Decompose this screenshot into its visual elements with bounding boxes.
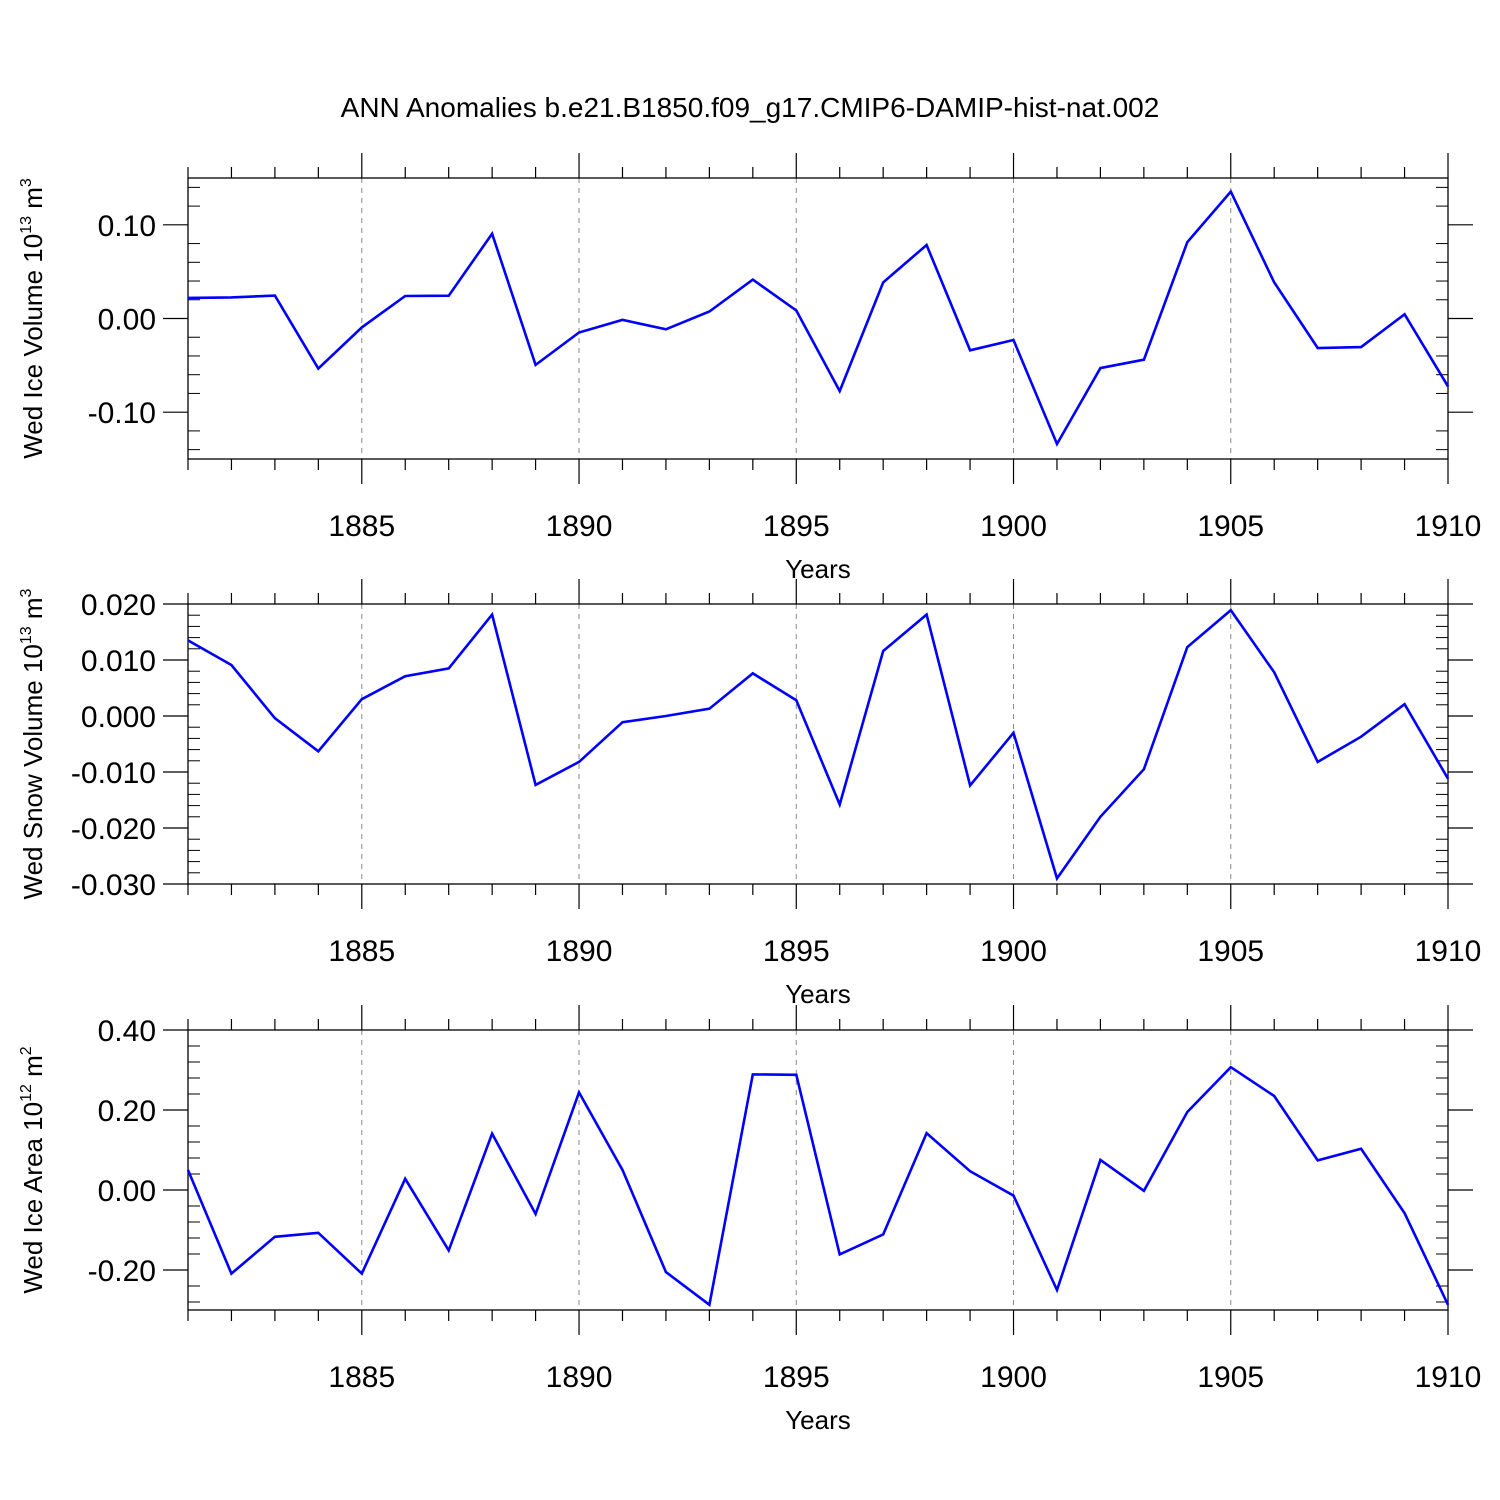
x-tick-label: 1910 [1415, 935, 1482, 968]
y-axis-label-main: Wed Ice Area 10 [18, 1102, 48, 1294]
y-axis-label-exponent: 13 [18, 626, 35, 644]
y-tick-label: -0.030 [71, 869, 156, 902]
y-tick-label: 0.000 [81, 701, 156, 734]
x-tick-label: 1895 [763, 1361, 830, 1394]
x-tick-label: 1910 [1415, 510, 1482, 543]
x-axis-label: Years [785, 554, 851, 584]
y-tick-label: 0.40 [98, 1015, 156, 1048]
y-tick-label: -0.10 [88, 397, 156, 430]
y-tick-label: 0.20 [98, 1095, 156, 1128]
series-line [186, 1065, 1450, 1308]
chart-panel-1: -0.10 0.00 0.10 1885 1890 1895 1900 1905 1910 Yea… [18, 153, 1481, 584]
x-tick-label: 1885 [328, 935, 395, 968]
y-axis-label-main: Wed Ice Volume 10 [18, 234, 48, 459]
y-axis-label-exponent: 12 [18, 1084, 35, 1102]
y-axis-label: Wed Ice Area 1012 m2 [18, 1046, 48, 1293]
y-tick-label: 0.10 [98, 210, 156, 243]
y-axis-label-exponent: 13 [18, 216, 35, 234]
chart-title: ANN Anomalies b.e21.B1850.f09_g17.CMIP6-… [341, 92, 1160, 123]
x-axis-label: Years [785, 979, 851, 1009]
y-tick-label: 0.020 [81, 589, 156, 622]
y-axis-label: Wed Snow Volume 1013 m3 [18, 588, 48, 899]
x-tick-label: 1900 [980, 1361, 1047, 1394]
x-axis-label: Years [785, 1405, 851, 1435]
y-tick-label: 0.00 [98, 304, 156, 337]
series-line [187, 608, 1450, 882]
y-axis-label: Wed Ice Volume 1013 m3 [18, 178, 48, 459]
x-tick-label: 1885 [328, 510, 395, 543]
plot-frame [187, 177, 1449, 460]
x-tick-label: 1910 [1415, 1361, 1482, 1394]
y-axis-label-main: Wed Snow Volume 10 [18, 644, 48, 899]
x-tick-label: 1905 [1197, 510, 1264, 543]
x-tick-label: 1890 [546, 1361, 613, 1394]
y-tick-label: -0.20 [88, 1255, 156, 1288]
chart-panel-3: -0.20 0.00 0.20 0.40 1885 1890 1895 1900 1905 191… [18, 1005, 1481, 1435]
plot-frame [187, 603, 1449, 885]
y-axis-label-unit-exponent: 3 [18, 588, 35, 597]
y-tick-label: -0.010 [71, 757, 156, 790]
y-axis-label-unit: m [18, 597, 48, 626]
x-tick-label: 1885 [328, 1361, 395, 1394]
series-line [187, 189, 1450, 447]
x-tick-label: 1905 [1197, 1361, 1264, 1394]
y-tick-label: -0.020 [71, 813, 156, 846]
y-tick-label: 0.00 [98, 1175, 156, 1208]
y-axis-label-unit-exponent: 2 [18, 1046, 35, 1055]
y-axis-label-unit: m [18, 1055, 48, 1084]
x-tick-label: 1890 [546, 510, 613, 543]
x-tick-label: 1895 [763, 935, 830, 968]
x-tick-label: 1900 [980, 510, 1047, 543]
y-axis-label-unit: m [18, 187, 48, 216]
x-tick-label: 1905 [1197, 935, 1264, 968]
x-tick-label: 1895 [763, 510, 830, 543]
x-tick-label: 1900 [980, 935, 1047, 968]
chart-panel-2: -0.030 -0.020 -0.010 0.000 0.010 0.020 1885 189… [18, 579, 1481, 1009]
x-tick-label: 1890 [546, 935, 613, 968]
y-axis-label-unit-exponent: 3 [18, 178, 35, 187]
y-tick-label: 0.010 [81, 645, 156, 678]
